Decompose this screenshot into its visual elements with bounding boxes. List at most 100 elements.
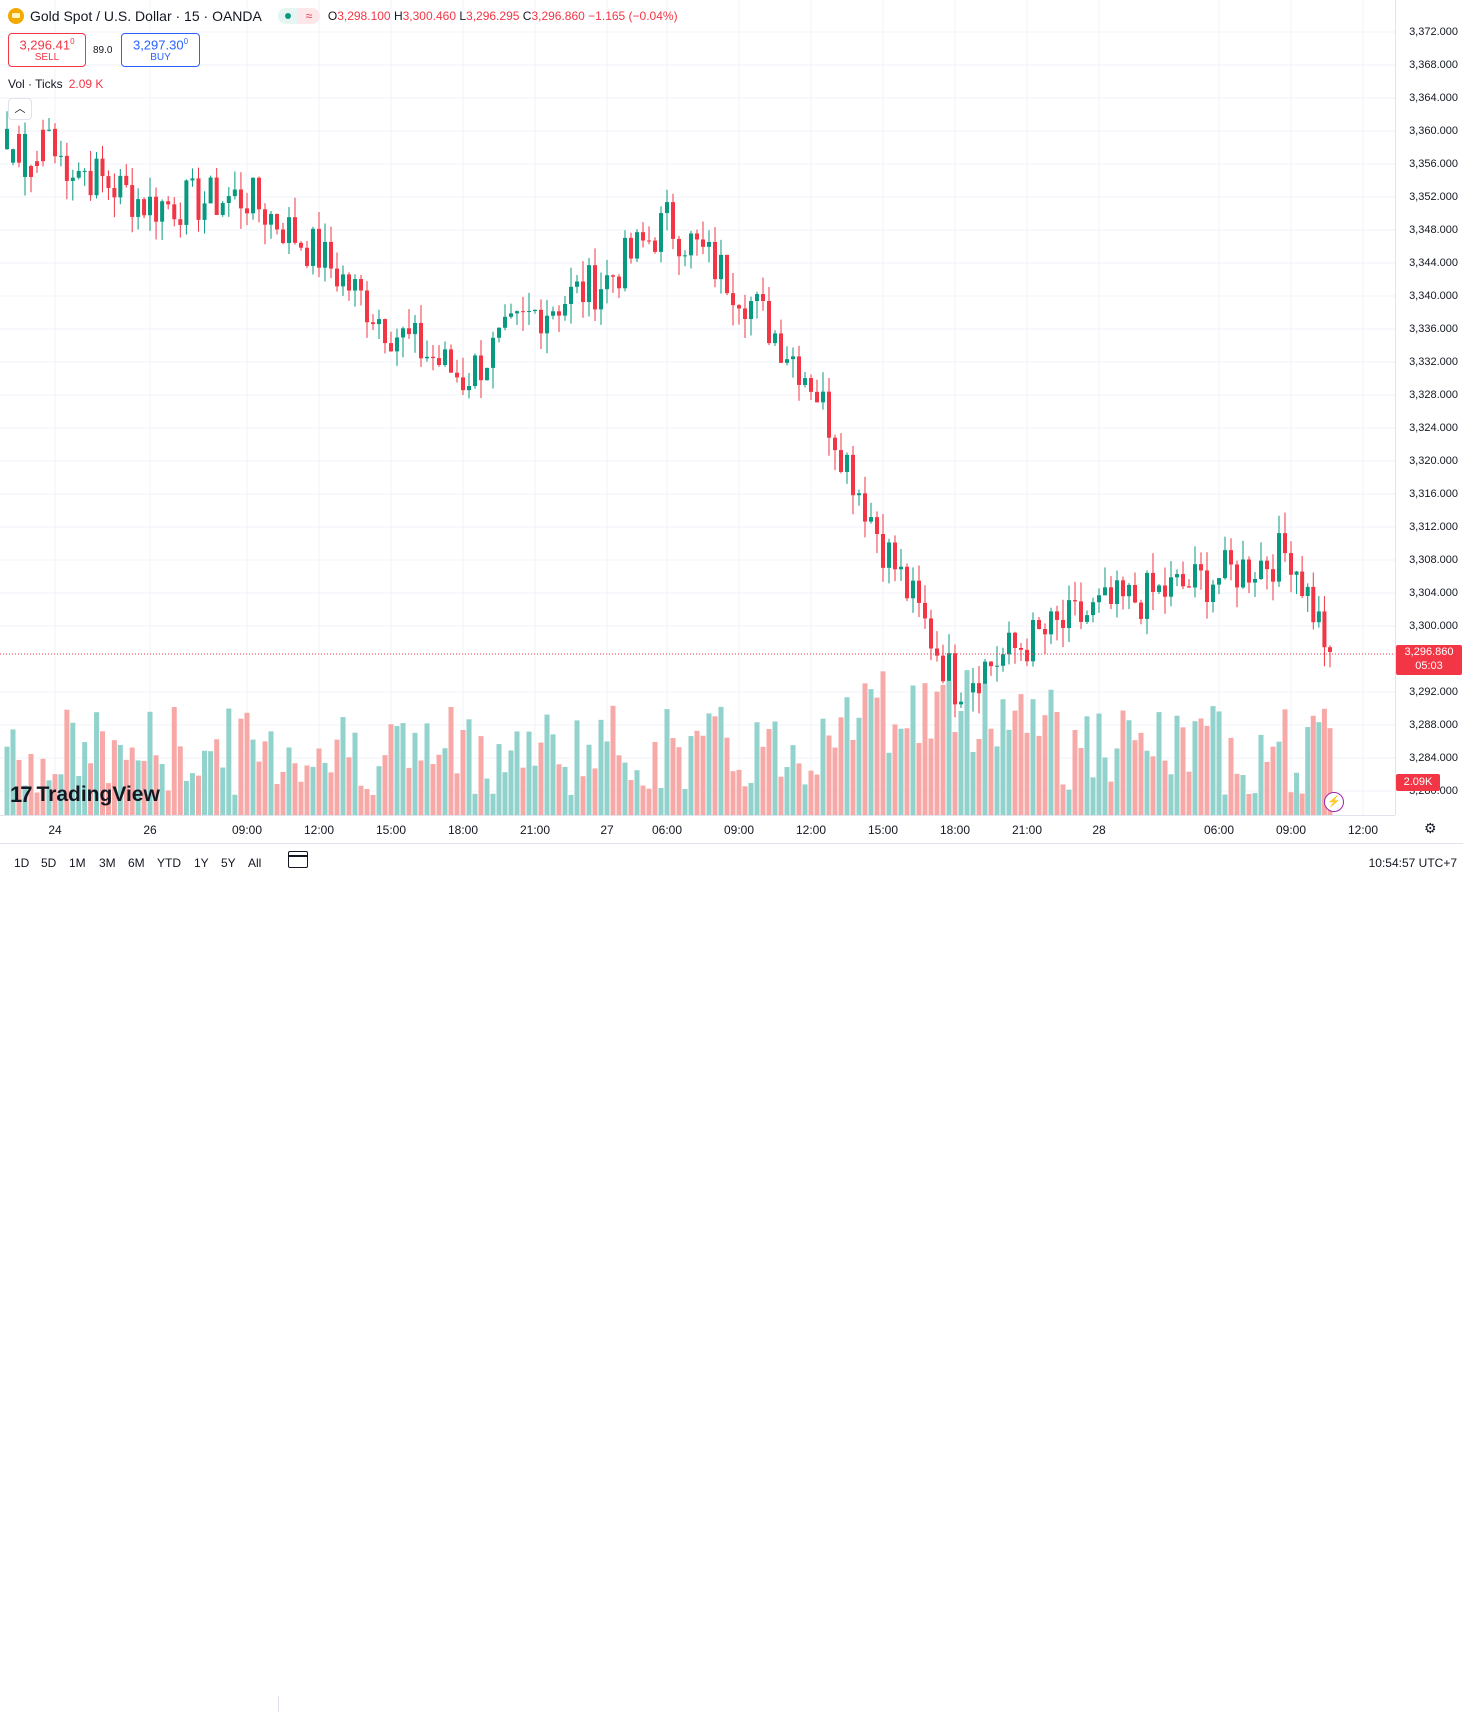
candle-body	[1145, 572, 1149, 619]
time-axis[interactable]: 24 26 09:00 12:00 15:00 18:00 21:00 27 06:00 09:0…	[0, 815, 1395, 844]
candle-body	[1163, 585, 1167, 597]
range-button-ytd[interactable]: YTD	[157, 856, 181, 870]
market-open-icon[interactable]	[277, 8, 298, 24]
candle-body	[1181, 574, 1185, 587]
volume-bar	[808, 770, 814, 815]
range-button-1y[interactable]: 1Y	[194, 856, 209, 870]
data-status-icon[interactable]: ≈	[297, 8, 320, 24]
range-button-all[interactable]: All	[248, 856, 262, 870]
candle-body	[437, 358, 441, 366]
candle-body	[1271, 569, 1275, 582]
candle-body	[1091, 602, 1095, 616]
volume-bar	[658, 787, 664, 815]
volume-bar	[910, 685, 916, 815]
volume-bar	[424, 723, 430, 815]
volume-bar	[682, 789, 688, 815]
time-tick-label: 12:00	[1347, 823, 1379, 837]
candle-body	[881, 533, 885, 568]
range-button-5y[interactable]: 5Y	[221, 856, 236, 870]
range-button-6m[interactable]: 6M	[128, 856, 145, 870]
volume-bar	[982, 683, 988, 815]
candle-body	[767, 301, 771, 344]
volume-bar	[1174, 715, 1180, 815]
candle-body	[166, 201, 171, 205]
settings-icon[interactable]: ⚙	[1424, 820, 1437, 836]
price-tick-label: 3,364.000	[1409, 92, 1458, 104]
volume-bar	[1186, 771, 1192, 815]
collapse-legend-button[interactable]: ︿	[8, 98, 32, 120]
price-tick-label: 3,328.000	[1409, 389, 1458, 401]
chart-area[interactable]	[0, 0, 1395, 815]
ohlc-values: O3,298.100 H3,300.460 L3,296.295 C3,296.…	[327, 9, 678, 23]
volume-bar	[334, 739, 340, 815]
volume-bar	[952, 732, 958, 815]
candle-body	[575, 281, 579, 287]
sell-button[interactable]: 3,296.410 SELL	[8, 33, 86, 67]
volume-bar	[1126, 720, 1132, 815]
candle-body	[196, 178, 201, 220]
range-button-1d[interactable]: 1D	[14, 856, 30, 870]
volume-bar	[790, 745, 796, 815]
volume-bar	[748, 782, 754, 815]
candle-body	[1241, 559, 1245, 588]
range-button-1m[interactable]: 1M	[69, 856, 86, 870]
candle-body	[41, 129, 45, 162]
calendar-icon[interactable]	[288, 851, 308, 868]
market-status[interactable]: ≈	[277, 8, 320, 24]
volume-bar	[514, 731, 520, 815]
candle-body	[53, 128, 57, 157]
volume-bar	[778, 776, 784, 815]
volume-bar	[406, 767, 412, 815]
candle-body	[623, 237, 627, 289]
price-tick-label: 3,372.000	[1409, 26, 1458, 38]
volume-bar	[1162, 760, 1168, 815]
volume-bar	[1294, 772, 1300, 815]
candle-body	[1277, 533, 1281, 582]
volume-bar	[730, 771, 736, 815]
candle-body	[971, 683, 975, 693]
price-tick-label: 3,360.000	[1409, 125, 1458, 137]
candle-body	[1049, 611, 1053, 635]
candle-body	[629, 237, 633, 259]
candle-body	[953, 653, 957, 705]
candle-body	[383, 319, 387, 344]
symbol-title[interactable]: Gold Spot / U.S. Dollar · 15 · OANDA	[30, 8, 262, 24]
range-button-3m[interactable]: 3M	[99, 856, 116, 870]
price-tick-label: 3,300.000	[1409, 620, 1458, 632]
time-tick-label: 28	[1092, 823, 1106, 837]
candle-body	[887, 542, 891, 568]
volume-bar	[1258, 734, 1264, 815]
candle-body	[17, 133, 21, 163]
candle-body	[47, 129, 51, 131]
volume-bar	[1216, 711, 1222, 815]
price-chart[interactable]	[0, 0, 1395, 815]
candle-body	[142, 199, 147, 216]
candle-body	[413, 322, 417, 335]
volume-bar	[508, 750, 514, 815]
volume-bar	[646, 788, 652, 815]
candle-body	[605, 275, 609, 290]
volume-legend[interactable]: Vol · Ticks 2.09 K	[8, 77, 104, 91]
range-button-5d[interactable]: 5D	[41, 856, 57, 870]
candle-body	[671, 202, 675, 239]
volume-bar	[4, 746, 10, 815]
price-tick-label: 3,324.000	[1409, 422, 1458, 434]
tradingview-watermark[interactable]: 17 TradingView	[10, 782, 160, 807]
clock[interactable]: 10:54:57 UTC+7	[1368, 856, 1457, 870]
candle-body	[449, 349, 453, 373]
candle-body	[1133, 584, 1137, 603]
candle-body	[593, 265, 597, 310]
candle-body	[11, 149, 15, 163]
candle-body	[106, 176, 111, 189]
price-axis[interactable]: 3,372.000 3,368.000 3,364.000 3,360.000 3,35…	[1395, 0, 1463, 815]
candle-body	[64, 155, 69, 181]
volume-bar	[52, 774, 58, 815]
buy-button[interactable]: 3,297.300 BUY	[121, 33, 200, 67]
volume-bar	[1120, 710, 1126, 815]
volume-bar	[1204, 725, 1210, 815]
volume-bar	[1012, 710, 1018, 815]
lightning-icon[interactable]: ⚡	[1324, 792, 1344, 812]
candle-body	[287, 217, 291, 244]
candle-body	[923, 602, 927, 619]
candle-body	[359, 279, 363, 291]
